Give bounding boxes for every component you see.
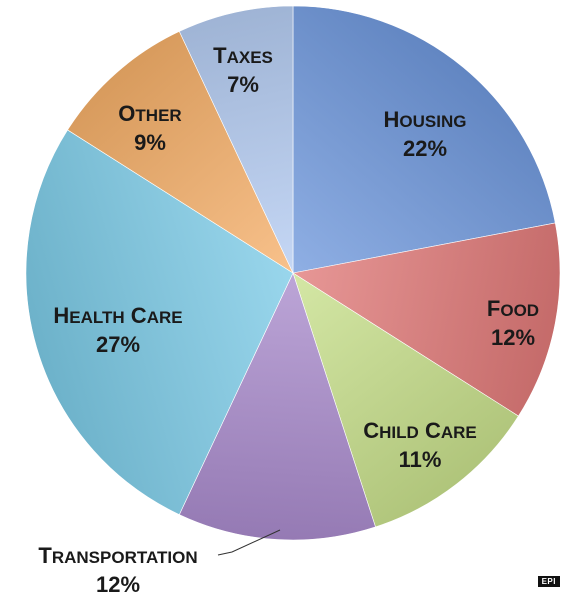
slice-label-other: OTHER bbox=[118, 101, 181, 126]
slice-value-other: 9% bbox=[134, 130, 166, 155]
source-badge: EPI bbox=[537, 576, 560, 587]
slice-label-child-care: CHILD CARE bbox=[363, 418, 476, 443]
pie-slice-child-care bbox=[292, 272, 519, 528]
slice-value-child-care: 11% bbox=[399, 447, 442, 472]
slice-value-taxes: 7% bbox=[227, 72, 259, 97]
pie-slice-housing bbox=[292, 5, 556, 274]
slice-label-food: FOOD bbox=[487, 296, 539, 321]
slice-label-transportation: TRANSPORTATION bbox=[38, 543, 197, 568]
pie-slice-food bbox=[292, 222, 561, 417]
slice-value-housing: 22% bbox=[403, 136, 447, 161]
leader-layer bbox=[217, 529, 281, 556]
slice-label-health-care: HEALTH CARE bbox=[53, 303, 182, 328]
pie-slice-other bbox=[67, 31, 294, 274]
pie-slice-taxes bbox=[178, 5, 294, 274]
labels-layer: HOUSING 22% FOOD 12% CHILD CARE 11% TRANSPORTA… bbox=[38, 43, 539, 595]
pie-slice-transportation bbox=[178, 272, 376, 541]
pie-slice-health-care bbox=[25, 129, 294, 515]
slice-value-food: 12% bbox=[491, 325, 535, 350]
slice-label-taxes: TAXES bbox=[213, 43, 273, 68]
leader-line-transportation bbox=[217, 529, 281, 556]
slices-layer bbox=[25, 5, 561, 541]
slice-value-transportation: 12% bbox=[96, 572, 140, 595]
slice-value-health-care: 27% bbox=[96, 332, 140, 357]
slice-label-housing: HOUSING bbox=[384, 107, 467, 132]
